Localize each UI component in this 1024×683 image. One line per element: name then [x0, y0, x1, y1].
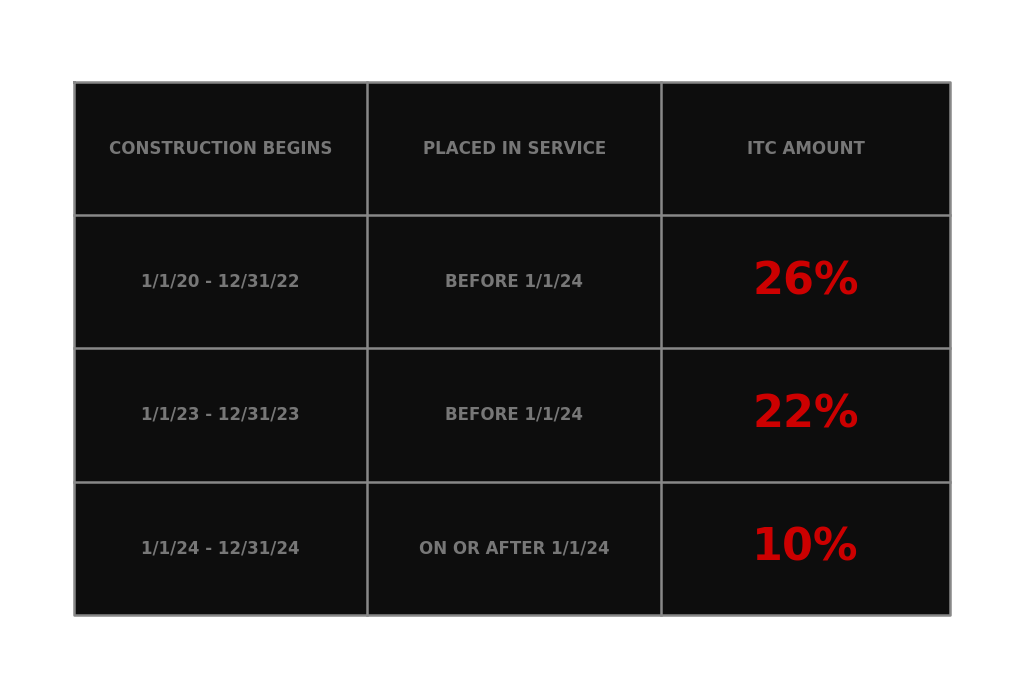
Bar	[368, 348, 662, 482]
Bar	[368, 215, 662, 348]
Text: 1/1/24 - 12/31/24: 1/1/24 - 12/31/24	[141, 539, 300, 557]
Text: 26%: 26%	[753, 260, 859, 303]
Text: 1/1/23 - 12/31/23: 1/1/23 - 12/31/23	[141, 406, 300, 424]
Bar	[662, 215, 950, 348]
Bar	[662, 482, 950, 615]
Text: ON OR AFTER 1/1/24: ON OR AFTER 1/1/24	[419, 539, 609, 557]
Bar	[74, 348, 368, 482]
Bar	[662, 348, 950, 482]
Text: 22%: 22%	[753, 393, 859, 436]
Bar	[74, 215, 368, 348]
Text: BEFORE 1/1/24: BEFORE 1/1/24	[445, 406, 584, 424]
Bar	[368, 82, 662, 215]
Text: 1/1/20 - 12/31/22: 1/1/20 - 12/31/22	[141, 273, 300, 291]
Bar	[74, 482, 368, 615]
Text: PLACED IN SERVICE: PLACED IN SERVICE	[423, 139, 606, 158]
Bar	[368, 482, 662, 615]
Text: ITC AMOUNT: ITC AMOUNT	[746, 139, 864, 158]
Bar	[74, 82, 368, 215]
Text: BEFORE 1/1/24: BEFORE 1/1/24	[445, 273, 584, 291]
Text: CONSTRUCTION BEGINS: CONSTRUCTION BEGINS	[109, 139, 332, 158]
Text: 10%: 10%	[753, 527, 859, 570]
Bar	[662, 82, 950, 215]
